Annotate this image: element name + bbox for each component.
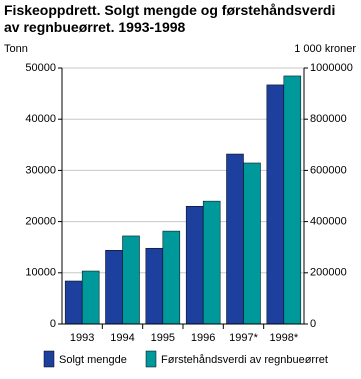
x-tick-label: 1993 [70,332,94,344]
bar [64,280,83,325]
x-tick-label: 1997* [229,332,258,344]
y2-tick-label: 1000000 [310,62,353,74]
bar [122,235,140,325]
bar [243,162,261,325]
legend-swatch [145,350,157,368]
bar [81,270,100,325]
y-tick-label: 40000 [25,113,56,125]
x-tick-label: 1994 [110,332,134,344]
y2-tick-label: 200000 [310,267,347,279]
chart-title: Fiskeoppdrett. Solgt mengde og førstehån… [4,2,336,35]
y-tick-label: 50000 [25,62,56,74]
x-tick-label: 1998* [269,332,298,344]
y2-tick-label: 800000 [310,113,347,125]
y2-tick-label: 400000 [310,216,347,228]
bar [105,250,123,325]
bar [202,200,221,325]
y2-tick-label: 0 [310,318,316,330]
bar [162,230,181,325]
legend-label: Solgt mengde [59,354,127,366]
bar [283,75,302,325]
y2-axis-label: 1 000 kroner [294,43,356,55]
y-axis-label: Tonn [4,43,28,55]
y2-tick-label: 600000 [310,164,347,176]
legend-label: Førstehåndsverdi av regnbueørret [161,354,328,366]
bar [266,84,285,325]
y-tick-label: 10000 [25,267,56,279]
bar [226,153,244,325]
legend-swatch [43,350,55,368]
y-tick-label: 30000 [25,164,56,176]
x-tick-label: 1995 [151,332,175,344]
y-tick-label: 0 [50,318,56,330]
x-tick-label: 1996 [191,332,215,344]
bar [145,247,164,325]
y-tick-label: 20000 [25,216,56,228]
bar [185,205,204,325]
